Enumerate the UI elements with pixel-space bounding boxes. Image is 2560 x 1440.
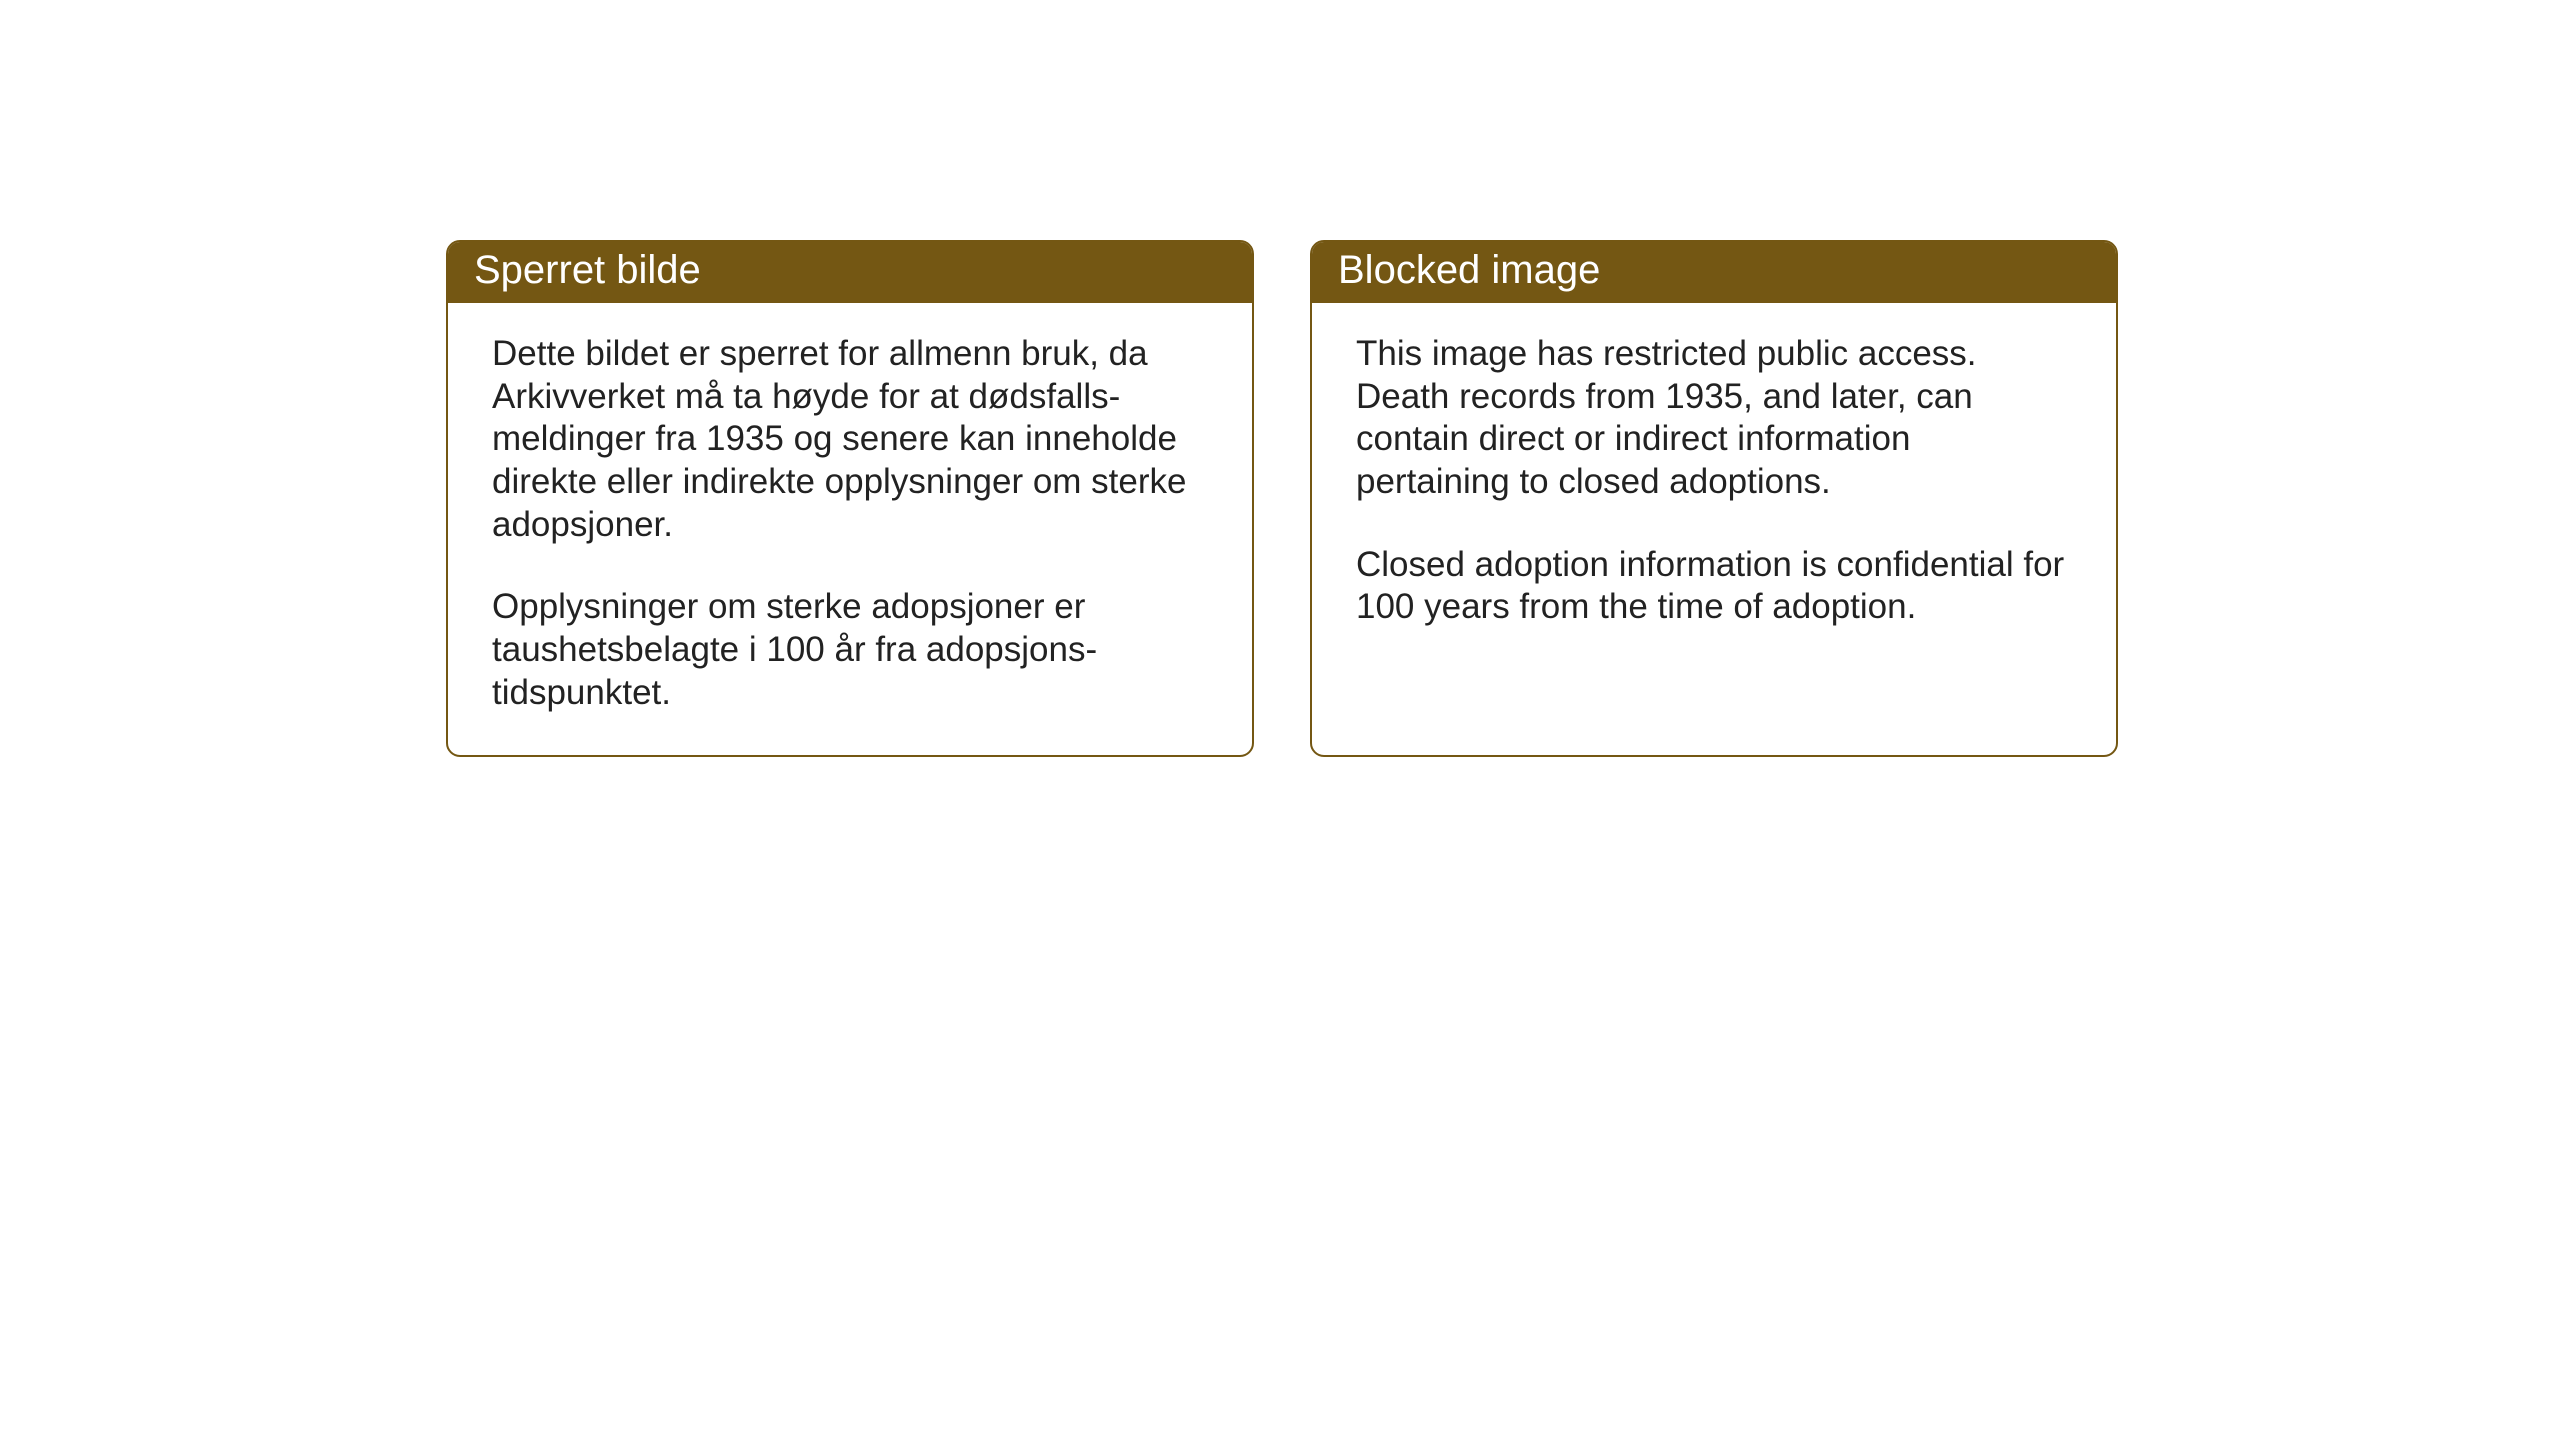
notice-card-english: Blocked image This image has restricted …	[1310, 240, 2118, 757]
notice-body-english: This image has restricted public access.…	[1312, 303, 2116, 669]
notice-title-norwegian: Sperret bilde	[448, 242, 1252, 303]
notice-paragraph-2-english: Closed adoption information is confident…	[1356, 544, 2072, 629]
notice-paragraph-2-norwegian: Opplysninger om sterke adopsjoner er tau…	[492, 586, 1208, 714]
notice-card-norwegian: Sperret bilde Dette bildet er sperret fo…	[446, 240, 1254, 757]
notice-body-norwegian: Dette bildet er sperret for allmenn bruk…	[448, 303, 1252, 755]
notice-paragraph-1-english: This image has restricted public access.…	[1356, 333, 2072, 504]
notice-paragraph-1-norwegian: Dette bildet er sperret for allmenn bruk…	[492, 333, 1208, 546]
notice-title-english: Blocked image	[1312, 242, 2116, 303]
notice-container: Sperret bilde Dette bildet er sperret fo…	[446, 240, 2118, 757]
